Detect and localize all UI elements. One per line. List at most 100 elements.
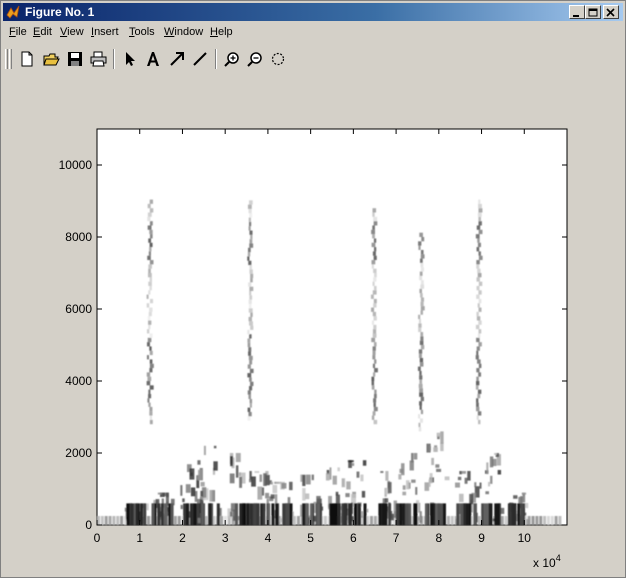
spectrogram-cell (478, 216, 481, 222)
spectrogram-cell (474, 486, 480, 498)
minimize-button[interactable] (569, 5, 585, 19)
title-bar[interactable]: Figure No. 1 (3, 3, 623, 21)
spectrogram-cell (275, 503, 279, 525)
spectrogram-cell (248, 226, 251, 231)
spectrogram-cell (477, 359, 481, 364)
spectrogram-cell (374, 273, 377, 278)
spectrogram-cell (360, 474, 364, 482)
x-tick-label: 6 (350, 531, 357, 545)
spectrogram-cell (402, 485, 406, 490)
spectrogram-cell (257, 486, 263, 500)
spectrogram-cell (470, 516, 474, 525)
spectrogram-cell (418, 422, 421, 428)
spectrogram-cell (499, 507, 505, 514)
spectrogram-cell (289, 481, 293, 491)
spectrogram-cell (496, 454, 501, 466)
spectrogram-cell (475, 355, 479, 360)
spectrogram-cell (149, 419, 153, 425)
menu-view[interactable]: View (60, 26, 84, 38)
spectrogram-cell (492, 518, 496, 522)
insert-text-button[interactable] (142, 48, 164, 70)
spectrogram-cell (488, 503, 492, 525)
spectrogram-cell (477, 268, 481, 273)
spectrogram-cell (420, 409, 424, 415)
spectrogram-cell (140, 503, 144, 525)
spectrogram-cell (220, 516, 224, 525)
spectrogram-cell (249, 286, 254, 291)
save-button[interactable] (64, 48, 86, 70)
spectrogram-cell (478, 290, 482, 295)
spectrogram-cell (329, 467, 332, 480)
spectrogram-cell (180, 504, 183, 510)
spectrogram-cell (467, 471, 471, 481)
zoom-out-button[interactable] (244, 48, 266, 70)
spectrogram-cell (238, 472, 242, 477)
spectrogram-cell (239, 476, 243, 488)
toolbar-grip[interactable] (9, 49, 12, 69)
open-button[interactable] (40, 48, 62, 70)
spectrogram-cell (487, 481, 491, 487)
spectrogram-cell (476, 350, 479, 356)
menu-tools[interactable]: Tools (129, 26, 155, 38)
close-button[interactable] (603, 5, 619, 19)
spectrogram-cell (149, 298, 154, 304)
spectrogram-cell (457, 476, 462, 481)
menu-window[interactable]: Window (164, 26, 204, 38)
spectrogram-cell (112, 516, 116, 525)
insert-arrow-button[interactable] (166, 48, 188, 70)
spectrogram-cell (249, 291, 252, 296)
menu-insert[interactable]: Insert (91, 26, 119, 38)
insert-line-button[interactable] (189, 48, 211, 70)
spectrogram-cell (147, 337, 152, 343)
zoom-in-button[interactable] (221, 48, 243, 70)
spectrogram-cell (483, 503, 487, 525)
spectrogram-cell (419, 340, 424, 345)
spectrogram-cell (419, 288, 423, 294)
x-tick-label: 8 (435, 531, 442, 545)
rotate-3d-button[interactable] (267, 48, 289, 70)
maximize-button[interactable] (585, 5, 601, 19)
spectrogram-cell (279, 518, 284, 523)
spectrogram-cell (478, 229, 483, 235)
spectrogram-cell (332, 475, 337, 485)
spectrogram-cell (148, 264, 152, 269)
menu-help[interactable]: Help (210, 26, 233, 38)
spectrogram-cell (287, 497, 291, 509)
spectrogram-cell (461, 471, 466, 474)
spectrogram-cell (371, 376, 375, 381)
spectrogram-cell (408, 503, 412, 525)
spectrogram-cell (190, 487, 196, 497)
spectrogram-cell (337, 503, 341, 525)
spectrogram-cell (479, 482, 482, 489)
spectrogram-cell (413, 453, 418, 460)
spectrogram-cell (261, 487, 265, 496)
spectrogram-cell (248, 386, 253, 391)
new-figure-button[interactable] (16, 48, 38, 70)
spectrogram-cell (477, 516, 481, 525)
spectrogram-cell (253, 503, 257, 525)
spectrogram-cell (247, 364, 251, 369)
spectrogram-cell (149, 277, 153, 282)
spectrogram-cell (143, 503, 147, 525)
select-button[interactable] (119, 48, 141, 70)
spectrogram-cell (473, 503, 477, 525)
spectrogram-cell (371, 385, 375, 390)
menu-file[interactable]: File (9, 26, 27, 38)
spectrogram-cell (149, 307, 153, 312)
spectrogram-cell (251, 476, 256, 487)
spectrogram-cell (148, 251, 151, 256)
spectrogram-cell (418, 245, 421, 250)
spectrogram-cell (351, 463, 355, 466)
spectrogram-cell (161, 498, 164, 508)
spectrogram-cell (371, 260, 376, 265)
spectrogram-cell (371, 307, 375, 312)
spectrogram-cell (387, 482, 392, 494)
spectrogram-cell (148, 281, 152, 286)
spectrogram-cell (490, 475, 493, 484)
spectrogram-cell (371, 415, 375, 420)
toolbar-grip[interactable] (5, 49, 8, 69)
spectrogram-cell (356, 471, 360, 478)
spectrogram-cell (485, 503, 489, 525)
menu-edit[interactable]: Edit (33, 26, 52, 38)
print-button[interactable] (87, 48, 109, 70)
